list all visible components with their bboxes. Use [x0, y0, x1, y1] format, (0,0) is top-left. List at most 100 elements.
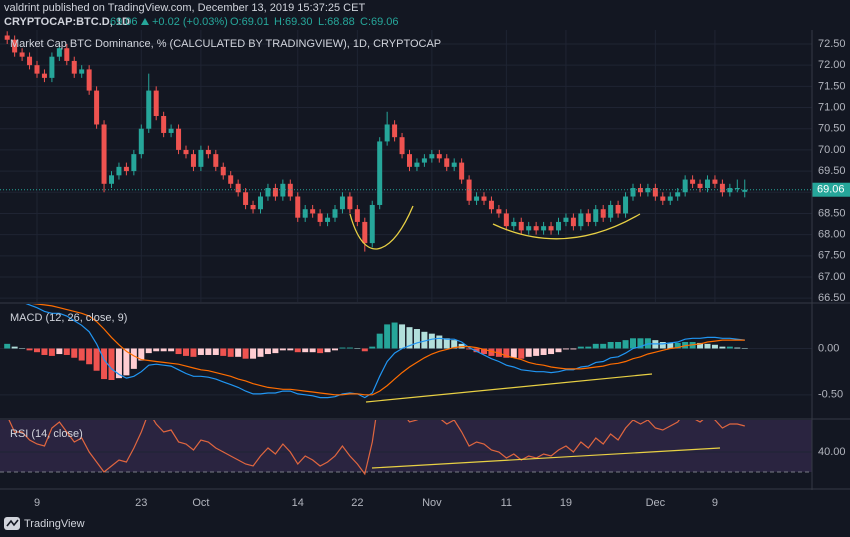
x-tick-label: 9 — [34, 497, 40, 509]
histogram-bar — [138, 348, 145, 361]
candle-body — [153, 90, 159, 117]
candle-body — [712, 179, 718, 184]
histogram-bar — [130, 348, 137, 369]
y-tick-label: 70.00 — [818, 144, 846, 156]
candle-body — [243, 192, 249, 205]
ohlc-open: O:69.01 — [230, 16, 269, 28]
candle-body — [250, 204, 256, 210]
drawing-trendline — [371, 447, 721, 469]
candle-body — [190, 154, 196, 167]
candle-body — [578, 213, 584, 227]
histogram-bar — [697, 342, 704, 349]
candle-body — [109, 175, 114, 184]
x-tick-label: 14 — [292, 497, 304, 509]
candle-body — [652, 188, 658, 197]
histogram-bar — [302, 348, 309, 353]
x-tick-label: 9 — [712, 497, 718, 509]
histogram-bar — [11, 346, 18, 349]
histogram-bar — [510, 348, 517, 358]
candle-body — [630, 188, 636, 197]
candle-body — [258, 196, 263, 210]
histogram-bar — [473, 348, 480, 353]
candle-body — [466, 179, 472, 201]
candle-body — [19, 52, 25, 57]
histogram-bar — [56, 348, 63, 355]
candle-body — [12, 39, 18, 53]
candle-body — [123, 166, 129, 172]
histogram-bar — [123, 348, 130, 376]
histogram-bar — [481, 348, 487, 355]
histogram-bar — [183, 348, 189, 356]
histogram-bar — [503, 348, 510, 358]
candle-body — [339, 196, 345, 210]
macd-title: MACD (12, 26, close, 9) — [10, 312, 127, 324]
histogram-bar — [600, 343, 607, 349]
rsi-title: RSI (14, close) — [10, 428, 83, 440]
candle-body — [518, 221, 524, 231]
histogram-bar — [294, 348, 301, 353]
histogram-bar — [317, 348, 324, 354]
candle-body — [667, 196, 673, 201]
last-price-label: 69.06 — [817, 184, 845, 196]
histogram-bar — [741, 348, 748, 349]
y-tick-label: 71.00 — [818, 101, 846, 113]
candle-body — [600, 209, 606, 218]
candle-body — [86, 69, 92, 91]
x-tick-label: Oct — [192, 497, 209, 509]
candle-body — [697, 183, 703, 189]
candle-body — [556, 221, 561, 231]
candle-body — [332, 209, 338, 218]
candle-body — [690, 179, 696, 184]
symbol: CRYPTOCAP:BTC.D, 1D — [4, 16, 130, 28]
candle-body — [496, 209, 502, 214]
candle-body — [474, 196, 480, 201]
candle-body — [235, 183, 241, 193]
histogram-bar — [250, 348, 257, 359]
histogram-bar — [264, 348, 271, 355]
histogram-bar — [734, 347, 741, 349]
candle-body — [161, 116, 167, 133]
histogram-bar — [726, 346, 733, 349]
histogram-bar — [451, 340, 458, 349]
candle-body — [176, 128, 182, 150]
y-tick-label: 72.00 — [818, 59, 846, 71]
histogram-bar — [376, 333, 383, 349]
candle-body — [183, 149, 189, 155]
candle-body — [742, 189, 748, 192]
candle-body — [347, 196, 353, 210]
candle-body — [101, 124, 107, 184]
candle-body — [399, 137, 405, 155]
histogram-bar — [175, 348, 182, 355]
price-pane — [0, 30, 812, 302]
x-tick-label: Nov — [422, 497, 442, 509]
y-tick-label: -0.50 — [818, 389, 843, 401]
histogram-bar — [4, 343, 11, 349]
macd-pane — [0, 304, 812, 399]
candle-body — [287, 183, 293, 197]
candle-body — [213, 154, 219, 167]
histogram-bar — [242, 348, 249, 359]
candle-body — [146, 90, 152, 129]
candle-body — [56, 48, 62, 57]
y-tick-label: 0.00 — [818, 342, 839, 354]
candle-body — [421, 158, 427, 163]
histogram-bar — [540, 348, 547, 355]
candle-body — [548, 226, 554, 231]
histogram-bar — [26, 348, 33, 351]
histogram-bar — [667, 342, 674, 349]
histogram-bar — [615, 342, 622, 349]
histogram-bar — [719, 346, 726, 349]
candle-body — [511, 221, 517, 227]
histogram-bar — [168, 348, 175, 352]
y-tick-label: 67.50 — [818, 250, 846, 262]
y-tick-label: 40.00 — [818, 446, 846, 458]
candle-body — [608, 204, 614, 218]
brand-logo: TradingView — [4, 517, 85, 530]
histogram-bar — [361, 348, 368, 352]
histogram-bar — [406, 327, 413, 349]
histogram-bar — [346, 347, 353, 349]
x-tick-label: 11 — [501, 497, 512, 509]
histogram-bar — [466, 348, 473, 350]
histogram-bar — [287, 348, 294, 351]
candle-body — [384, 124, 390, 142]
